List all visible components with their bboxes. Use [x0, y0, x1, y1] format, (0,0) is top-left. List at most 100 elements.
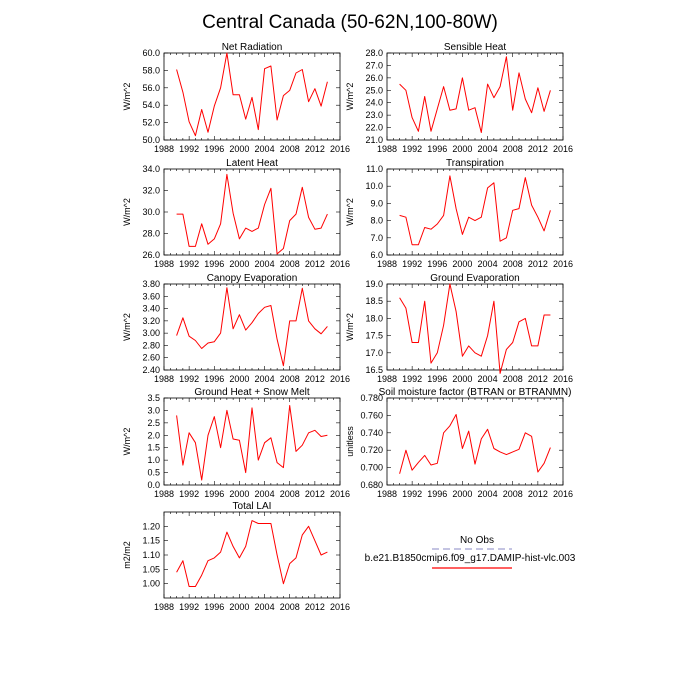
y-tick-label: 52.0	[142, 118, 160, 128]
panel-7: Ground Heat + Snow Melt W/m^2 1988 1992 1996…	[122, 387, 350, 499]
plot-frame	[163, 511, 341, 599]
y-tick-label: 3.80	[142, 279, 160, 289]
y-tick-label: 58.0	[142, 65, 160, 75]
x-tick-label: 2016	[330, 259, 350, 269]
x-tick-label: 2008	[503, 374, 523, 384]
legend-obs-label: No Obs	[460, 535, 494, 546]
x-tick-label: 1992	[179, 489, 199, 499]
x-tick-label: 2008	[503, 259, 523, 269]
y-tick-label: 2.80	[142, 340, 160, 350]
x-tick-label: 1988	[377, 489, 397, 499]
y-tick-label: 19.0	[365, 279, 383, 289]
x-tick-label: 1988	[377, 259, 397, 269]
x-tick-label: 1992	[179, 259, 199, 269]
y-tick-label: 25.0	[365, 85, 383, 95]
panel-title: Soil moisture factor (BTRAN or BTRANMN)	[379, 387, 572, 398]
x-tick-label: 2004	[478, 374, 498, 384]
panel-title: Latent Heat	[226, 158, 278, 169]
x-tick-label: 1996	[427, 144, 447, 154]
y-tick-label: 9.0	[370, 198, 383, 208]
y-tick-label: 2.0	[147, 430, 160, 440]
y-tick-label: 23.0	[365, 110, 383, 120]
panel-6: Ground Evaporation W/m^2 1988 1992 1996 2000 2…	[345, 273, 573, 384]
y-tick-label: 0.760	[360, 410, 383, 420]
x-tick-label: 2008	[280, 374, 300, 384]
series-line	[176, 173, 328, 255]
y-tick-label: 11.0	[366, 164, 383, 174]
y-tick-label: 1.20	[142, 521, 160, 531]
x-tick-label: 2000	[452, 144, 472, 154]
x-tick-label: 1992	[179, 602, 199, 612]
y-axis-label: W/m^2	[122, 313, 132, 341]
y-tick-label: 54.0	[142, 100, 160, 110]
x-tick-label: 2016	[553, 374, 573, 384]
series-line	[399, 175, 551, 246]
y-tick-label: 1.5	[147, 443, 160, 453]
panel-title: Transpiration	[446, 158, 504, 169]
x-tick-label: 2008	[280, 259, 300, 269]
x-tick-label: 2012	[528, 374, 548, 384]
x-tick-label: 2004	[478, 144, 498, 154]
y-tick-label: 1.00	[142, 579, 160, 589]
x-tick-label: 1996	[204, 374, 224, 384]
panel-title: Net Radiation	[222, 42, 283, 53]
x-tick-label: 2016	[330, 489, 350, 499]
x-tick-label: 2000	[229, 602, 249, 612]
panel-title: Ground Evaporation	[430, 273, 520, 284]
y-tick-label: 3.20	[142, 316, 160, 326]
x-tick-label: 1996	[427, 489, 447, 499]
x-tick-label: 2012	[305, 374, 325, 384]
y-axis-label: W/m^2	[345, 198, 355, 226]
x-tick-label: 2004	[255, 489, 275, 499]
panel-8: Soil moisture factor (BTRAN or BTRANMN) u…	[345, 387, 573, 499]
y-axis-label: W/m^2	[345, 313, 355, 341]
x-tick-label: 2004	[255, 144, 275, 154]
x-tick-label: 2008	[503, 144, 523, 154]
x-tick-label: 1988	[154, 259, 174, 269]
y-tick-label: 30.0	[142, 207, 160, 217]
panels: Net Radiation W/m^2 1988 1992 1996 2000 2004 20…	[122, 42, 573, 612]
y-tick-label: 3.0	[147, 405, 160, 415]
x-tick-label: 1988	[154, 374, 174, 384]
y-tick-label: 1.10	[142, 550, 160, 560]
panel-1: Net Radiation W/m^2 1988 1992 1996 2000 2004 20…	[122, 42, 350, 154]
y-tick-label: 1.15	[142, 536, 160, 546]
y-tick-label: 56.0	[142, 83, 160, 93]
figure-title: Central Canada (50-62N,100-80W)	[202, 12, 498, 33]
y-tick-label: 0.680	[360, 480, 383, 490]
y-axis-label: W/m^2	[122, 83, 132, 111]
y-tick-label: 0.700	[360, 463, 383, 473]
y-tick-label: 28.0	[142, 229, 160, 239]
plot-frame	[386, 52, 564, 141]
x-tick-label: 2008	[280, 602, 300, 612]
y-tick-label: 2.60	[142, 353, 160, 363]
legend-model-label: b.e21.B1850cmip6.f09_g17.DAMIP-hist-vlc.…	[365, 553, 576, 564]
series-line	[399, 56, 551, 133]
y-tick-label: 34.0	[142, 164, 160, 174]
x-tick-label: 2008	[280, 489, 300, 499]
x-tick-label: 2016	[330, 144, 350, 154]
y-axis-label: unitless	[345, 426, 355, 457]
plot-frame	[163, 168, 341, 256]
x-tick-label: 1992	[402, 374, 422, 384]
y-tick-label: 28.0	[365, 48, 383, 58]
x-tick-label: 1988	[154, 602, 174, 612]
y-tick-label: 1.05	[142, 564, 160, 574]
y-tick-label: 2.5	[147, 418, 160, 428]
legend: No Obs b.e21.B1850cmip6.f09_g17.DAMIP-hi…	[365, 535, 576, 569]
y-tick-label: 24.0	[365, 98, 383, 108]
y-tick-label: 3.40	[142, 304, 160, 314]
x-tick-label: 1988	[154, 144, 174, 154]
x-tick-label: 2004	[478, 259, 498, 269]
y-tick-label: 2.40	[142, 365, 160, 375]
x-tick-label: 2000	[229, 259, 249, 269]
plot-frame	[386, 283, 564, 371]
y-tick-label: 26.0	[142, 250, 160, 260]
x-tick-label: 1988	[377, 374, 397, 384]
panel-title: Total LAI	[233, 501, 272, 512]
y-tick-label: 18.0	[365, 313, 383, 323]
x-tick-label: 2016	[553, 259, 573, 269]
y-tick-label: 32.0	[142, 186, 160, 196]
x-tick-label: 2004	[255, 602, 275, 612]
series-line	[399, 283, 551, 374]
